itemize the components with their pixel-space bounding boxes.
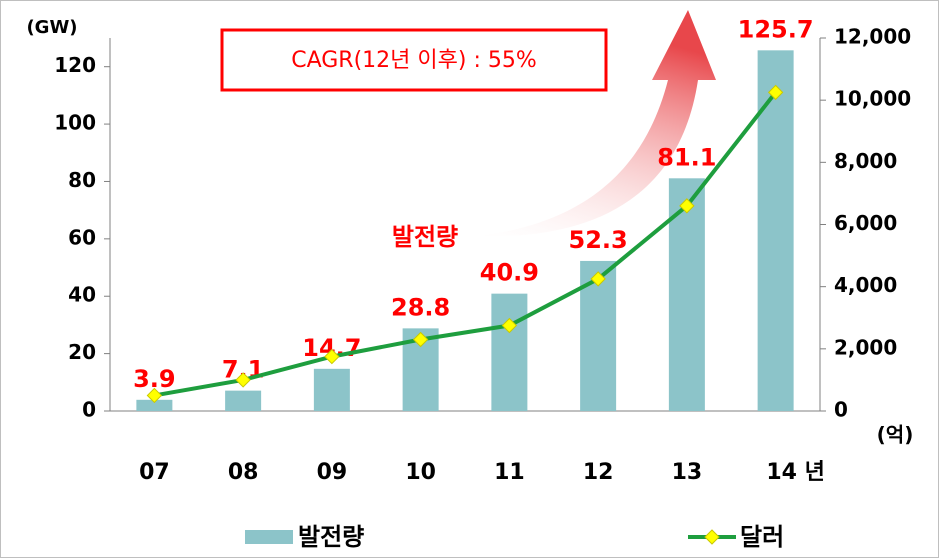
chart: CAGR(12년 이후) : 55% 발전량 (GW) (억) 0 20 40 60 8…	[0, 0, 939, 558]
y2-tick-label: 4,000	[834, 273, 897, 297]
y-tick-label: 80	[68, 168, 96, 192]
y2-tick-label: 12,000	[834, 25, 911, 49]
bar	[758, 50, 794, 411]
value-label: 52.3	[569, 226, 628, 254]
y-tick-label: 120	[54, 53, 96, 77]
value-label: 40.9	[480, 259, 539, 287]
series-annotation: 발전량	[392, 223, 458, 251]
value-label: 28.8	[391, 293, 450, 321]
x-tick-label: 13	[672, 460, 703, 485]
page: {"chart_data": {"type": "bar", "categori…	[0, 0, 939, 558]
bar	[314, 369, 350, 411]
x-tick-label: 08	[228, 460, 259, 485]
bar	[225, 391, 261, 411]
y-tick-label: 20	[68, 340, 96, 364]
x-tick-label: 11	[494, 460, 525, 485]
y2-tick-label: 6,000	[834, 211, 897, 235]
x-tick-label: 09	[317, 460, 348, 485]
x-tick-label: 14 년	[766, 460, 825, 485]
y2-tick-label: 0	[834, 398, 848, 422]
value-label: 125.7	[738, 15, 814, 43]
legend-label: 발전량	[298, 523, 364, 551]
y2-tick-label: 2,000	[834, 335, 897, 359]
y-tick-label: 100	[54, 111, 96, 135]
y-tick-label: 40	[68, 283, 96, 307]
cagr-annotation: CAGR(12년 이후) : 55%	[291, 48, 537, 73]
y2-tick-label: 8,000	[834, 149, 897, 173]
bar	[491, 294, 527, 411]
x-tick-label: 12	[583, 460, 614, 485]
value-label: 81.1	[657, 143, 716, 171]
x-tick-label: 07	[139, 460, 170, 485]
y2-axis-label: (억)	[877, 423, 914, 447]
y-tick-label: 60	[68, 225, 96, 249]
y-axis-label: (GW)	[26, 17, 77, 38]
y2-tick-label: 10,000	[834, 87, 911, 111]
legend-label: 달러	[740, 523, 784, 551]
x-tick-label: 10	[405, 460, 436, 485]
y-tick-label: 0	[82, 398, 96, 422]
legend-swatch	[245, 530, 293, 544]
